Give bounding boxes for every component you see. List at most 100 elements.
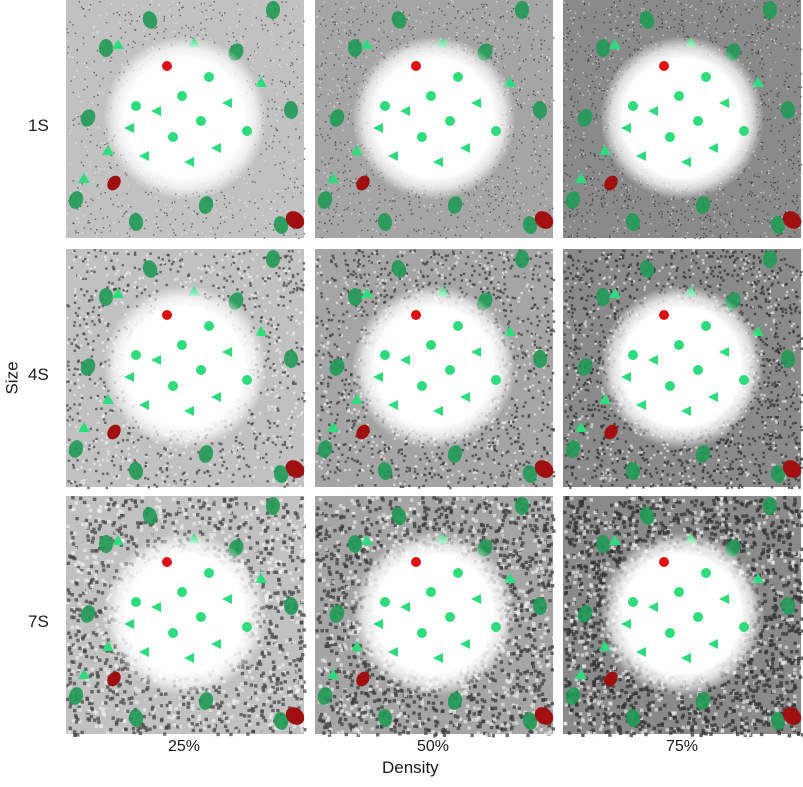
green-dot-marker <box>665 381 675 391</box>
green-triangle-marker <box>575 173 587 183</box>
green-triangle-marker <box>361 39 373 49</box>
green-triangle-marker <box>648 106 658 116</box>
green-ellipse-marker <box>532 597 548 615</box>
green-ellipse-marker <box>780 101 796 119</box>
green-ellipse-marker <box>128 709 144 727</box>
green-dot-marker <box>131 101 141 111</box>
green-triangle-marker <box>621 123 631 133</box>
green-ellipse-marker <box>317 687 333 705</box>
green-dot-marker <box>445 365 455 375</box>
green-dot-marker <box>204 72 214 82</box>
green-ellipse-marker <box>447 445 463 463</box>
red-ellipse-marker <box>285 211 305 229</box>
red-ellipse-marker <box>107 671 121 687</box>
green-dot-marker <box>693 365 703 375</box>
red-ellipse-marker <box>782 211 802 229</box>
green-dot-marker <box>196 612 206 622</box>
green-ellipse-marker <box>625 709 641 727</box>
green-ellipse-marker <box>762 250 778 268</box>
green-ellipse-marker <box>80 109 96 127</box>
green-ellipse-marker <box>273 216 289 234</box>
green-ellipse-marker <box>347 39 363 57</box>
green-triangle-marker <box>124 619 134 629</box>
green-ellipse-marker <box>595 39 611 57</box>
green-ellipse-marker <box>639 507 655 525</box>
green-ellipse-marker <box>770 465 786 483</box>
green-dot-marker <box>417 628 427 638</box>
green-ellipse-marker <box>695 692 711 710</box>
col-label-75: 75% <box>665 738 699 755</box>
green-triangle-marker <box>609 39 621 49</box>
green-triangle-marker <box>460 639 470 649</box>
red-ellipse-marker <box>604 175 618 191</box>
red-dot-marker <box>659 310 669 320</box>
green-triangle-marker <box>621 619 631 629</box>
green-dot-marker <box>701 321 711 331</box>
green-triangle-marker <box>388 151 398 161</box>
green-ellipse-marker <box>514 1 530 19</box>
green-ellipse-marker <box>142 11 158 29</box>
green-triangle-marker <box>400 106 410 116</box>
green-ellipse-marker <box>329 605 345 623</box>
green-ellipse-marker <box>780 597 796 615</box>
green-triangle-marker <box>184 157 194 167</box>
red-ellipse-marker <box>107 424 121 440</box>
green-ellipse-marker <box>68 191 84 209</box>
red-ellipse-marker <box>356 175 370 191</box>
row-label-7s: 7S <box>28 612 49 631</box>
green-triangle-marker <box>327 422 339 432</box>
green-ellipse-marker <box>391 260 407 278</box>
green-ellipse-marker <box>695 196 711 214</box>
green-triangle-marker <box>373 619 383 629</box>
green-dot-marker <box>739 126 749 136</box>
white-halo <box>352 36 516 200</box>
green-ellipse-marker <box>391 507 407 525</box>
green-dot-marker <box>426 340 436 350</box>
red-dot-marker <box>411 61 421 71</box>
red-dot-marker <box>162 310 172 320</box>
green-ellipse-marker <box>283 597 299 615</box>
green-ellipse-marker <box>595 288 611 306</box>
green-ellipse-marker <box>447 692 463 710</box>
green-dot-marker <box>426 587 436 597</box>
green-triangle-marker <box>78 669 90 679</box>
green-triangle-marker <box>708 392 718 402</box>
green-ellipse-marker <box>283 101 299 119</box>
x-axis-title: Density <box>382 758 439 777</box>
green-triangle-marker <box>373 372 383 382</box>
green-triangle-marker <box>139 647 149 657</box>
red-dot-marker <box>162 557 172 567</box>
white-halo <box>600 36 764 200</box>
green-triangle-marker <box>388 647 398 657</box>
green-ellipse-marker <box>391 11 407 29</box>
green-dot-marker <box>665 132 675 142</box>
green-dot-marker <box>177 587 187 597</box>
green-triangle-marker <box>124 123 134 133</box>
green-ellipse-marker <box>273 465 289 483</box>
red-ellipse-marker <box>604 671 618 687</box>
green-dot-marker <box>177 340 187 350</box>
green-ellipse-marker <box>522 712 538 730</box>
green-dot-marker <box>445 116 455 126</box>
green-dot-marker <box>491 126 501 136</box>
green-dot-marker <box>131 597 141 607</box>
green-ellipse-marker <box>625 462 641 480</box>
green-triangle-marker <box>184 406 194 416</box>
panel-4s-75 <box>563 249 803 490</box>
green-dot-marker <box>491 622 501 632</box>
green-triangle-marker <box>460 143 470 153</box>
green-dot-marker <box>491 375 501 385</box>
green-ellipse-marker <box>142 260 158 278</box>
green-ellipse-marker <box>447 196 463 214</box>
green-dot-marker <box>674 340 684 350</box>
green-ellipse-marker <box>80 605 96 623</box>
green-triangle-marker <box>78 422 90 432</box>
green-triangle-marker <box>719 347 729 357</box>
green-dot-marker <box>196 116 206 126</box>
green-ellipse-marker <box>639 260 655 278</box>
green-triangle-marker <box>151 355 161 365</box>
green-dot-marker <box>628 101 638 111</box>
col-label-50: 50% <box>416 738 450 755</box>
green-dot-marker <box>701 568 711 578</box>
green-triangle-marker <box>211 143 221 153</box>
